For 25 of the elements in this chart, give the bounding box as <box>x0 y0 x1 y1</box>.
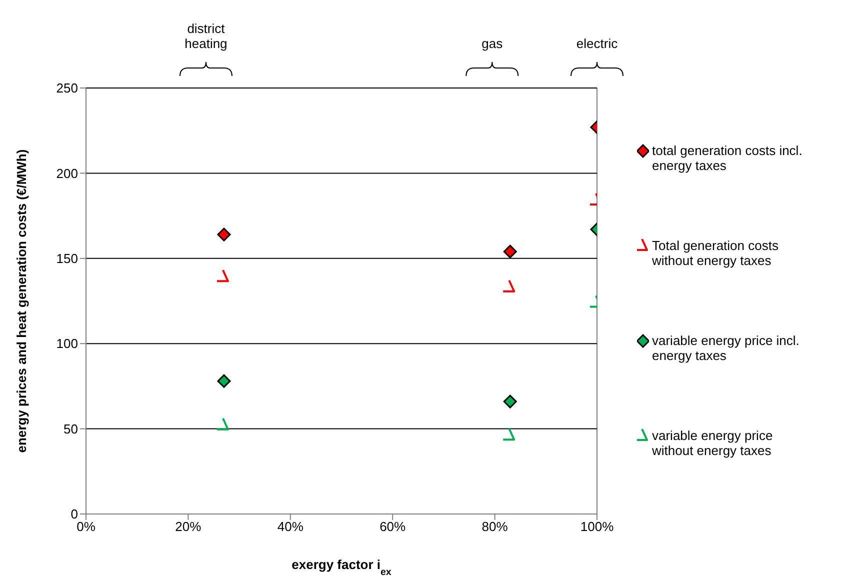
legend-label: variable energy price incl. energy taxes <box>652 333 800 363</box>
y-axis-title: energy prices and heat generation costs (€/MWh) <box>14 149 29 453</box>
x-tick-label: 40% <box>277 519 304 534</box>
x-axis-title: exergy factor i$_{ex}$ <box>292 557 392 578</box>
x-tick-label: 20% <box>175 519 202 534</box>
x-tick-label: 100% <box>580 519 614 534</box>
point <box>217 374 231 388</box>
y-tick-label: 150 <box>56 251 78 266</box>
text: gas <box>482 36 504 51</box>
legend-label: Total generation costs without energy taxes <box>652 238 780 268</box>
x-tick-label: 0% <box>76 519 96 534</box>
y-tick-label: 200 <box>56 166 78 181</box>
point <box>502 428 516 441</box>
x-tick-label: 60% <box>380 519 406 534</box>
text: electric <box>576 36 618 51</box>
x-tick-label: 80% <box>482 519 508 534</box>
point <box>217 228 231 242</box>
y-tick-label: 250 <box>56 80 78 96</box>
y-tick-label: 50 <box>64 421 78 436</box>
point <box>502 279 516 292</box>
y-tick-label: 100 <box>56 336 78 352</box>
y-tick-label: 0 <box>70 506 78 522</box>
text: district heating <box>184 21 228 51</box>
legend-label: total generation costs incl. energy taxes <box>652 143 804 173</box>
legend-label: variable energy price without energy taxes <box>652 428 774 458</box>
